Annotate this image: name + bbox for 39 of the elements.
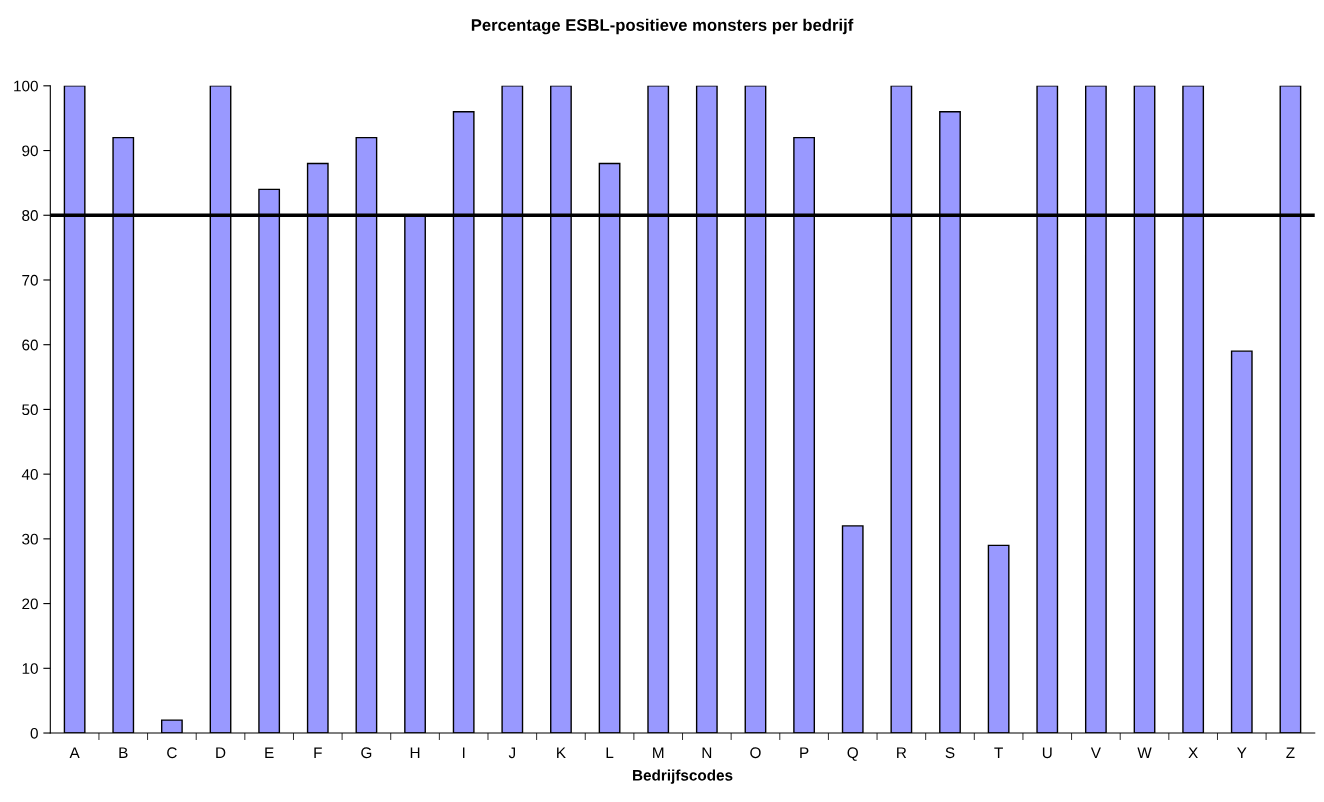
x-tick-label: B (119, 747, 128, 758)
x-tick-label: Q (847, 747, 858, 761)
x-tick-label: Z (1286, 747, 1295, 758)
x-tick-label: O (750, 747, 761, 759)
y-tick-label: 90 (22, 145, 38, 157)
y-tick-label: 10 (22, 663, 38, 674)
x-tick-label: K (557, 747, 566, 758)
x-tick-label: I (462, 747, 465, 758)
y-tick-label: 60 (22, 339, 38, 351)
x-tick-label: N (702, 747, 712, 758)
x-tick-label: W (1137, 747, 1152, 758)
x-tick-label: F (314, 747, 322, 758)
x-axis-title: Bedrijfscodes (633, 769, 733, 784)
x-tick-label: Y (1237, 747, 1247, 758)
x-tick-label: V (1090, 747, 1101, 758)
x-tick-label: J (508, 747, 515, 759)
y-tick-label: 50 (22, 404, 38, 416)
x-tick-label: E (265, 747, 274, 758)
x-tick-label: A (69, 747, 80, 758)
x-tick-label: H (410, 747, 420, 758)
y-tick-label: 100 (14, 80, 38, 92)
x-tick-label: P (800, 747, 809, 758)
x-tick-label: L (606, 747, 614, 758)
x-tick-label: U (1042, 747, 1052, 759)
x-tick-label: M (653, 747, 664, 758)
x-tick-label: R (897, 747, 907, 758)
y-tick-label: 30 (22, 533, 38, 545)
x-tick-label: D (216, 747, 226, 758)
x-tick-label: S (945, 747, 955, 759)
x-tick-label: G (361, 747, 372, 759)
y-tick-label: 40 (21, 469, 38, 480)
chart-title: Percentage ESBL-positieve monsters per bedrijf (471, 18, 854, 35)
x-tick-label: C (167, 747, 177, 759)
y-tick-label: 80 (22, 210, 38, 221)
x-tick-label: X (1188, 747, 1198, 758)
y-tick-label: 20 (22, 598, 38, 610)
y-tick-label: 0 (30, 727, 38, 739)
y-tick-label: 70 (22, 274, 38, 286)
x-tick-label: T (994, 747, 1003, 758)
